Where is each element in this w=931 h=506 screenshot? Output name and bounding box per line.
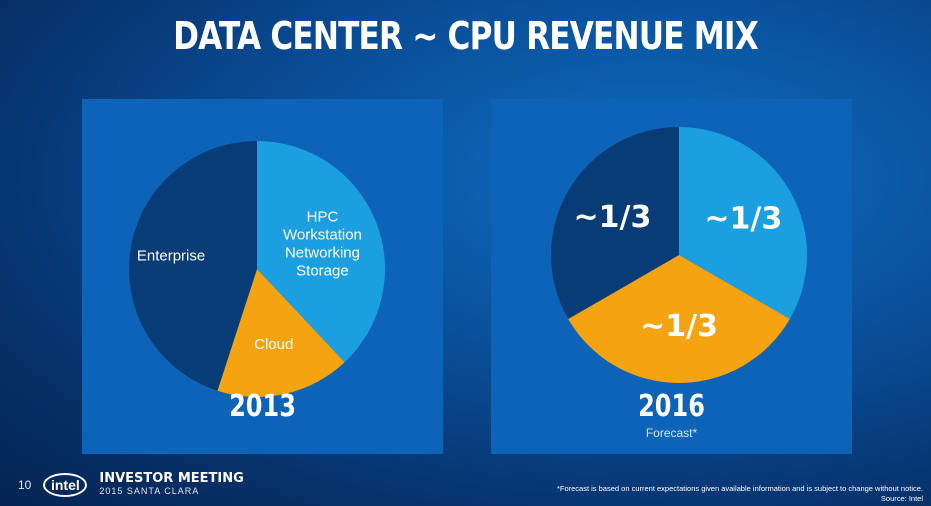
slice-label: Cloud	[254, 336, 293, 353]
pie-slice	[551, 127, 679, 320]
slice-label: Enterprise	[137, 248, 205, 265]
slice-label: ~1/3	[574, 200, 652, 235]
year-label-2016: 2016	[638, 389, 705, 424]
pie-slice	[217, 269, 345, 397]
event-title: INVESTOR MEETING 2015 SANTA CLARA	[99, 471, 244, 497]
event-line-2: 2015 SANTA CLARA	[99, 486, 200, 496]
footnote-line-1: *Forecast is based on current expectatio…	[556, 484, 923, 493]
footer-branding: 10 intel INVESTOR MEETING 2015 SANTA CLA…	[18, 470, 244, 500]
event-line-1: INVESTOR MEETING	[99, 471, 244, 486]
slice-label: HPC Workstation Networking Storage	[283, 208, 362, 279]
pie-chart-2013: HPC Workstation Networking Storage Cloud Ente…	[129, 141, 385, 397]
forecast-label: Forecast*	[645, 426, 698, 440]
slide-title: DATA CENTER ~ CPU REVENUE MIX	[173, 14, 759, 58]
pie-slice	[679, 127, 807, 319]
pie-slice	[568, 255, 790, 383]
slice-label: ~1/3	[704, 201, 782, 236]
slice-label: ~1/3	[640, 309, 718, 344]
page-number: 10	[18, 478, 32, 492]
footnote-source: Source: Intel	[880, 494, 923, 503]
pie-slice	[257, 141, 385, 363]
pie-chart-2016: ~1/3 ~1/3 ~1/3	[551, 127, 807, 383]
year-label-2013: 2013	[229, 389, 296, 424]
intel-logo: intel	[43, 473, 88, 497]
chart-panel-2013: HPC Workstation Networking Storage Cloud Ente…	[82, 99, 443, 454]
pie-slice	[129, 141, 257, 391]
chart-panel-2016: ~1/3 ~1/3 ~1/3 2016 Forecast*	[491, 99, 852, 454]
footnote: *Forecast is based on current expectatio…	[557, 484, 923, 504]
